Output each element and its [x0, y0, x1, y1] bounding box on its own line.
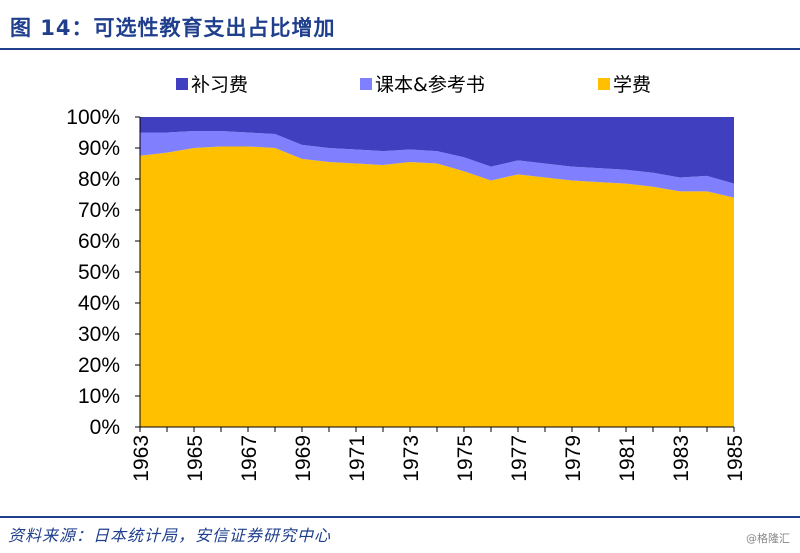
y-tick-label: 80% — [78, 168, 120, 191]
x-tick-label: 1971 — [346, 435, 369, 482]
y-tick-label: 20% — [78, 354, 120, 377]
area-series-tutoring — [140, 117, 734, 184]
y-tick-label: 40% — [78, 292, 120, 315]
x-tick-label: 1967 — [238, 435, 261, 482]
x-tick-label: 1983 — [670, 435, 693, 482]
x-tick-label: 1977 — [508, 435, 531, 482]
legend-swatch-tutoring — [176, 78, 188, 90]
legend-label-tutoring: 补习费 — [191, 74, 248, 96]
x-tick-label: 1969 — [292, 435, 315, 482]
x-tick-label: 1975 — [454, 435, 477, 482]
y-tick-label: 100% — [66, 106, 120, 129]
y-tick-label: 0% — [90, 416, 120, 439]
legend-swatch-books — [360, 78, 372, 90]
x-tick-label: 1963 — [130, 435, 153, 482]
y-tick-label: 60% — [78, 230, 120, 253]
x-tick-label: 1981 — [616, 435, 639, 482]
x-tick-label: 1985 — [724, 435, 747, 482]
stacked-area-chart: 0% 10% 20% 30% 40% 50% 60% 70% 80% 90% 100% 1963 196… — [66, 74, 747, 482]
area-series-books — [140, 130, 734, 198]
legend-label-books: 课本&参考书 — [375, 74, 485, 96]
footer-divider — [0, 516, 800, 518]
legend-label-tuition: 学费 — [613, 74, 651, 96]
y-tick-label: 30% — [78, 323, 120, 346]
x-tick-label: 1979 — [562, 435, 585, 482]
header: 图 14：可选性教育支出占比增加 — [0, 0, 800, 52]
y-tick-label: 10% — [78, 385, 120, 408]
x-tick-label: 1965 — [184, 435, 207, 482]
x-tick-label: 1973 — [400, 435, 423, 482]
y-tick-label: 70% — [78, 199, 120, 222]
area-series-tuition — [140, 146, 734, 427]
source-note: 资料来源：日本统计局，安信证券研究中心 — [8, 526, 332, 545]
y-tick-label: 50% — [78, 261, 120, 284]
legend-swatch-tuition — [598, 78, 610, 90]
watermark: @格隆汇 — [746, 532, 790, 545]
chart-title: 图 14：可选性教育支出占比增加 — [10, 16, 336, 40]
title-divider — [0, 48, 800, 50]
y-tick-label: 90% — [78, 137, 120, 160]
